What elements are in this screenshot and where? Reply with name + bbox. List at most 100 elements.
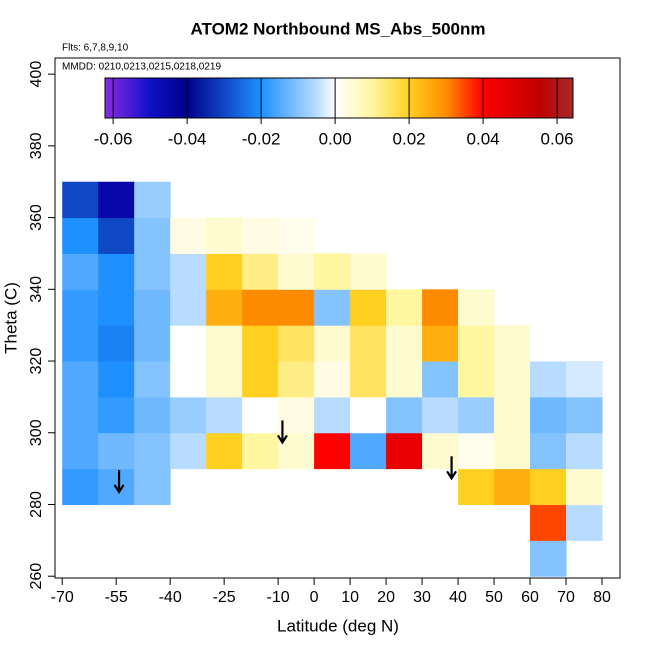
note: Flts: 6,7,8,9,10 <box>62 43 129 54</box>
x-tick-label: 10 <box>341 589 359 606</box>
cell <box>530 396 567 434</box>
colorbar-tick-label: -0.04 <box>168 129 207 148</box>
colorbar-tick-label: -0.06 <box>94 129 133 148</box>
y-tick-label: 260 <box>28 563 45 590</box>
cell <box>566 468 603 505</box>
x-tick-label: 60 <box>521 589 539 606</box>
x-tick-label: -10 <box>267 589 290 606</box>
cell <box>458 289 495 326</box>
cell <box>62 253 99 290</box>
cell <box>458 432 495 470</box>
x-tick-label: 70 <box>557 589 575 606</box>
x-tick-label: -70 <box>51 589 74 606</box>
cell <box>98 432 135 470</box>
cell <box>278 361 315 398</box>
chart-title: ATOM2 Northbound MS_Abs_500nm <box>190 19 485 38</box>
x-axis-label: Latitude (deg N) <box>277 616 399 635</box>
cell <box>62 432 99 470</box>
cell <box>242 361 279 398</box>
cell <box>206 325 243 362</box>
colorbar-tick-label: 0.00 <box>319 129 352 148</box>
arrow-head <box>277 434 288 445</box>
cell <box>134 289 171 326</box>
cell <box>206 432 243 470</box>
cell <box>206 396 243 434</box>
cell <box>170 325 207 362</box>
cell <box>134 468 171 505</box>
cell <box>494 432 531 470</box>
x-tick-label: 80 <box>593 589 611 606</box>
arrow-head <box>113 484 125 494</box>
cell <box>386 432 423 470</box>
plot-frame <box>54 57 621 579</box>
y-axis-label: Theta (C) <box>1 282 20 354</box>
cell <box>350 289 387 326</box>
cell <box>134 253 171 290</box>
cell <box>458 361 495 398</box>
colorbar-tick-label: 0.06 <box>541 129 574 148</box>
cell <box>170 289 207 326</box>
y-tick-label: 300 <box>28 419 45 446</box>
cell <box>98 181 135 219</box>
cell <box>170 361 207 398</box>
cell <box>206 217 243 254</box>
cell <box>170 396 207 434</box>
cell <box>98 289 135 326</box>
x-tick-label: 30 <box>413 589 431 606</box>
note: MMDD: 0210,0213,0215,0218,0219 <box>62 62 221 73</box>
cell <box>530 432 567 470</box>
cell <box>350 253 387 290</box>
cell <box>422 325 459 362</box>
colorbar <box>104 77 574 119</box>
cell <box>386 361 423 398</box>
x-tick-label: -40 <box>159 589 182 606</box>
cell <box>242 432 279 470</box>
cell <box>566 432 603 470</box>
cell <box>530 361 567 398</box>
colorbar-tick-label: 0.02 <box>393 129 426 148</box>
cell <box>206 289 243 326</box>
x-tick-label: -55 <box>105 589 128 606</box>
cell <box>242 396 279 434</box>
cell <box>422 396 459 434</box>
cell <box>350 361 387 398</box>
cell <box>170 253 207 290</box>
cell <box>422 361 459 398</box>
cell <box>494 396 531 434</box>
cell <box>62 396 99 434</box>
cell <box>350 432 387 470</box>
cell <box>386 289 423 326</box>
cell <box>494 468 531 505</box>
cell <box>314 289 351 326</box>
y-tick-label: 320 <box>28 348 45 375</box>
cell <box>566 396 603 434</box>
cell <box>98 217 135 254</box>
cell <box>494 325 531 362</box>
cell <box>530 325 567 362</box>
cell <box>242 289 279 326</box>
cell <box>458 396 495 434</box>
cell <box>422 289 459 326</box>
cell <box>278 253 315 290</box>
x-tick-label: 50 <box>485 589 503 606</box>
cell <box>278 396 315 434</box>
cell <box>206 253 243 290</box>
y-tick-label: 360 <box>28 204 45 231</box>
x-tick-label: 40 <box>449 589 467 606</box>
cell <box>278 432 315 470</box>
arrow <box>446 456 458 481</box>
cell <box>350 325 387 362</box>
y-tick-label: 280 <box>28 491 45 518</box>
colorbar-tick-label: -0.02 <box>242 129 281 148</box>
cell <box>134 181 171 219</box>
y-tick-label: 400 <box>28 61 45 88</box>
cell <box>494 361 531 398</box>
cell <box>170 217 207 254</box>
x-tick-label: 0 <box>310 589 319 606</box>
cell <box>242 325 279 362</box>
cell <box>98 361 135 398</box>
cell <box>62 181 99 219</box>
cell <box>206 361 243 398</box>
arrow <box>277 420 288 445</box>
y-tick-label: 380 <box>28 132 45 159</box>
